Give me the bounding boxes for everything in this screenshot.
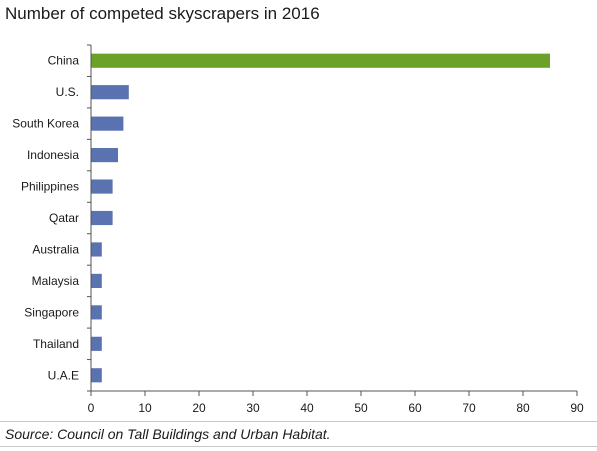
category-label: U.A.E (48, 368, 79, 382)
bar-malaysia (91, 273, 102, 288)
labels-layer: China U.S. South Korea Indonesia Philippines… (12, 54, 584, 415)
category-label: China (48, 54, 80, 68)
bar-australia (91, 242, 102, 257)
x-tick-label: 40 (300, 401, 314, 415)
x-tick-label: 90 (570, 401, 584, 415)
bar-philippines (91, 179, 113, 194)
bar-u-s (91, 85, 129, 100)
category-label: Singapore (24, 305, 79, 319)
bottom-divider (0, 446, 597, 447)
axes-layer (87, 44, 578, 396)
bars-layer (91, 53, 550, 383)
x-tick-label: 50 (354, 401, 368, 415)
bar-indonesia (91, 148, 118, 163)
category-label: Indonesia (27, 148, 79, 162)
bar-south-korea (91, 116, 124, 131)
category-label: Philippines (21, 180, 79, 194)
category-label: Malaysia (32, 274, 80, 288)
top-divider (0, 421, 597, 422)
x-tick-label: 10 (138, 401, 152, 415)
bar-qatar (91, 210, 113, 226)
bar-china (91, 53, 550, 68)
category-label: Thailand (33, 337, 79, 351)
x-tick-label: 60 (408, 401, 422, 415)
category-label: U.S. (56, 85, 79, 99)
category-label: Australia (32, 242, 79, 256)
chart-source: Source: Council on Tall Buildings and Ur… (5, 426, 331, 442)
x-tick-label: 30 (246, 401, 260, 415)
chart-title: Number of competed skyscrapers in 2016 (5, 4, 320, 23)
x-tick-label: 80 (516, 401, 530, 415)
x-tick-label: 0 (88, 401, 95, 415)
category-label: South Korea (12, 117, 79, 131)
x-tick-label: 70 (462, 401, 476, 415)
x-tick-label: 20 (192, 401, 206, 415)
bar-singapore (91, 305, 102, 320)
bar-thailand (91, 336, 102, 351)
category-label: Qatar (49, 211, 79, 225)
bar-u-a-e (91, 368, 102, 383)
